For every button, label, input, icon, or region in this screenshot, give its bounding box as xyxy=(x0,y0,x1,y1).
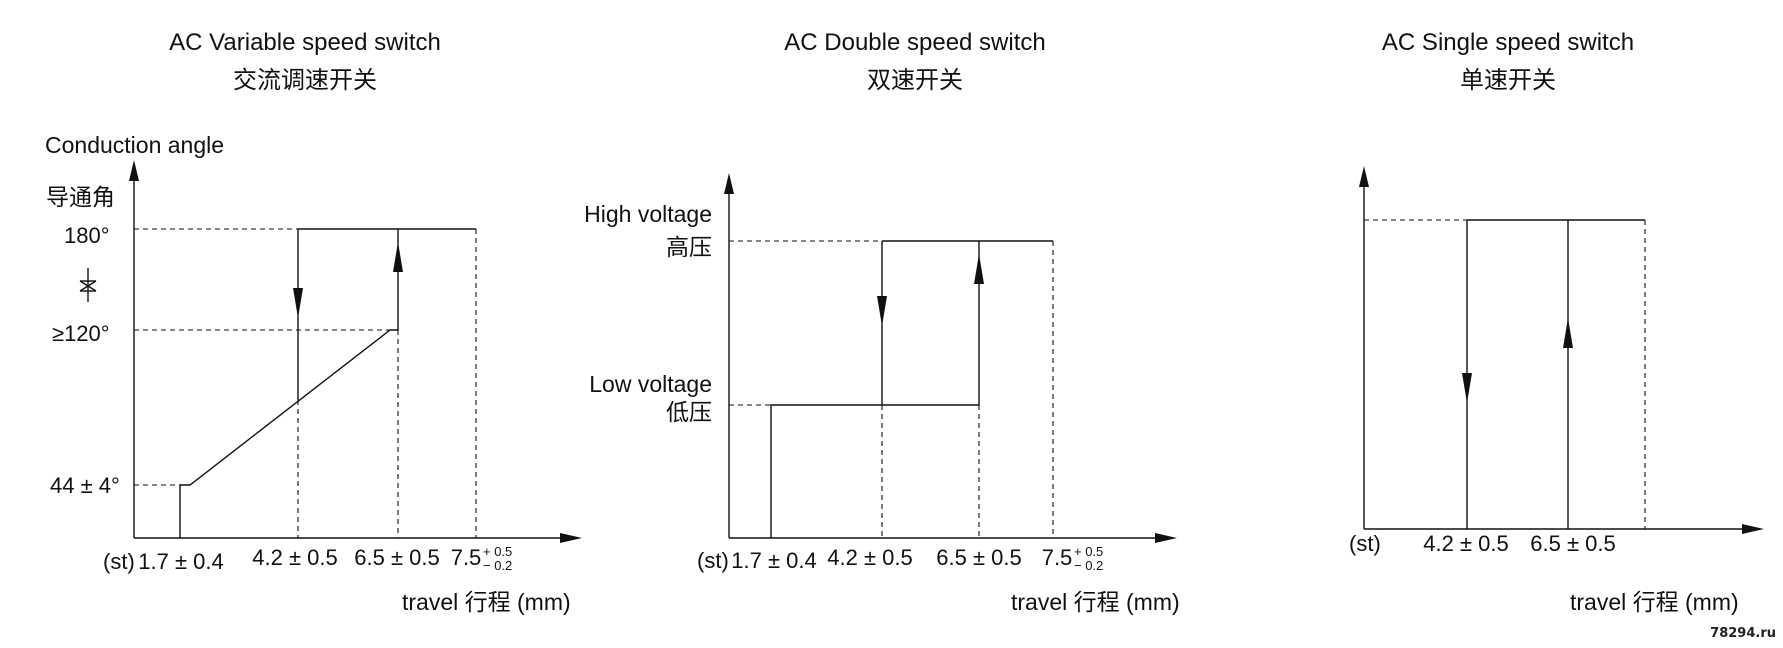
panel2-x-axis-arrowhead xyxy=(1155,533,1177,543)
panel1-ylabel-en: Conduction angle xyxy=(45,132,224,158)
panel1-level-44: 44 ± 4° xyxy=(50,473,120,498)
panel3-arrow-up xyxy=(1563,318,1573,348)
panel1-arrow-down xyxy=(293,288,303,318)
panel2-xtick-4.2: 4.2 ± 0.5 xyxy=(827,545,912,570)
panel-single-speed: AC Single speed switch 单速开关 (st) 4.2 ± 0… xyxy=(1349,29,1764,615)
panel2-xtick-7.5-tol-upper: + 0.5 xyxy=(1074,544,1103,559)
panel1-title-cn: 交流调速开关 xyxy=(233,67,377,94)
watermark: 78294.ru xyxy=(1710,626,1776,641)
panel3-xtick-6.5: 6.5 ± 0.5 xyxy=(1530,531,1615,556)
panel2-xtick-1.7: 1.7 ± 0.4 xyxy=(731,548,816,573)
panel1-xtick-7.5-tol-lower: − 0.2 xyxy=(483,558,512,573)
panel3-title-en: AC Single speed switch xyxy=(1382,29,1634,56)
panel1-xtick-7.5-tol-upper: + 0.5 xyxy=(483,544,512,559)
panel2-xtick-6.5: 6.5 ± 0.5 xyxy=(936,545,1021,570)
panel2-xtick-7.5: 7.5 xyxy=(1042,545,1073,570)
panel1-xtick-1.7: 1.7 ± 0.4 xyxy=(138,549,223,574)
panel1-xtick-6.5: 6.5 ± 0.5 xyxy=(354,545,439,570)
panel2-arrow-up xyxy=(974,254,984,284)
panel2-y-low-cn: 低压 xyxy=(666,399,712,425)
panel3-xlabel: travel 行程 (mm) xyxy=(1570,589,1739,615)
panel1-xtick-st: (st) xyxy=(103,549,135,574)
panel2-y-axis-arrowhead xyxy=(724,173,734,194)
panel1-ylabel-cn: 导通角 xyxy=(46,184,115,210)
panel1-xlabel: travel 行程 (mm) xyxy=(402,589,571,615)
panel3-arrow-down xyxy=(1462,373,1472,403)
panel3-y-axis-arrowhead xyxy=(1359,166,1369,187)
panel3-title-cn: 单速开关 xyxy=(1460,67,1556,94)
panel2-xtick-st: (st) xyxy=(697,548,729,573)
panel1-x-axis-arrowhead xyxy=(560,533,582,543)
panel2-xtick-7.5-tol-lower: − 0.2 xyxy=(1074,558,1103,573)
panel1-xtick-7.5: 7.5 xyxy=(451,545,482,570)
panel3-xtick-st: (st) xyxy=(1349,531,1381,556)
panel2-title-en: AC Double speed switch xyxy=(784,29,1045,56)
panel1-arrow-up xyxy=(393,242,403,272)
panel3-xtick-4.2: 4.2 ± 0.5 xyxy=(1423,531,1508,556)
panel3-x-axis-arrowhead xyxy=(1742,524,1764,534)
panel-double-speed: AC Double speed switch 双速开关 High voltage… xyxy=(584,29,1180,615)
panel2-arrow-down xyxy=(877,296,887,326)
panel1-y-axis-arrowhead xyxy=(129,160,139,181)
panel2-y-low-en: Low voltage xyxy=(589,371,712,397)
panel2-y-high-cn: 高压 xyxy=(666,234,712,260)
panel1-level-120: ≥120° xyxy=(52,321,110,346)
panel1-xtick-4.2: 4.2 ± 0.5 xyxy=(252,545,337,570)
panel1-level-180: 180° xyxy=(64,223,110,248)
diode-thyristor-symbol-icon xyxy=(79,268,97,302)
panel2-xlabel: travel 行程 (mm) xyxy=(1011,589,1180,615)
panel2-y-high-en: High voltage xyxy=(584,201,712,227)
panel1-title-en: AC Variable speed switch xyxy=(169,29,441,56)
panel2-title-cn: 双速开关 xyxy=(867,67,963,94)
panel-variable-speed: AC Variable speed switch 交流调速开关 Conducti… xyxy=(45,29,582,615)
